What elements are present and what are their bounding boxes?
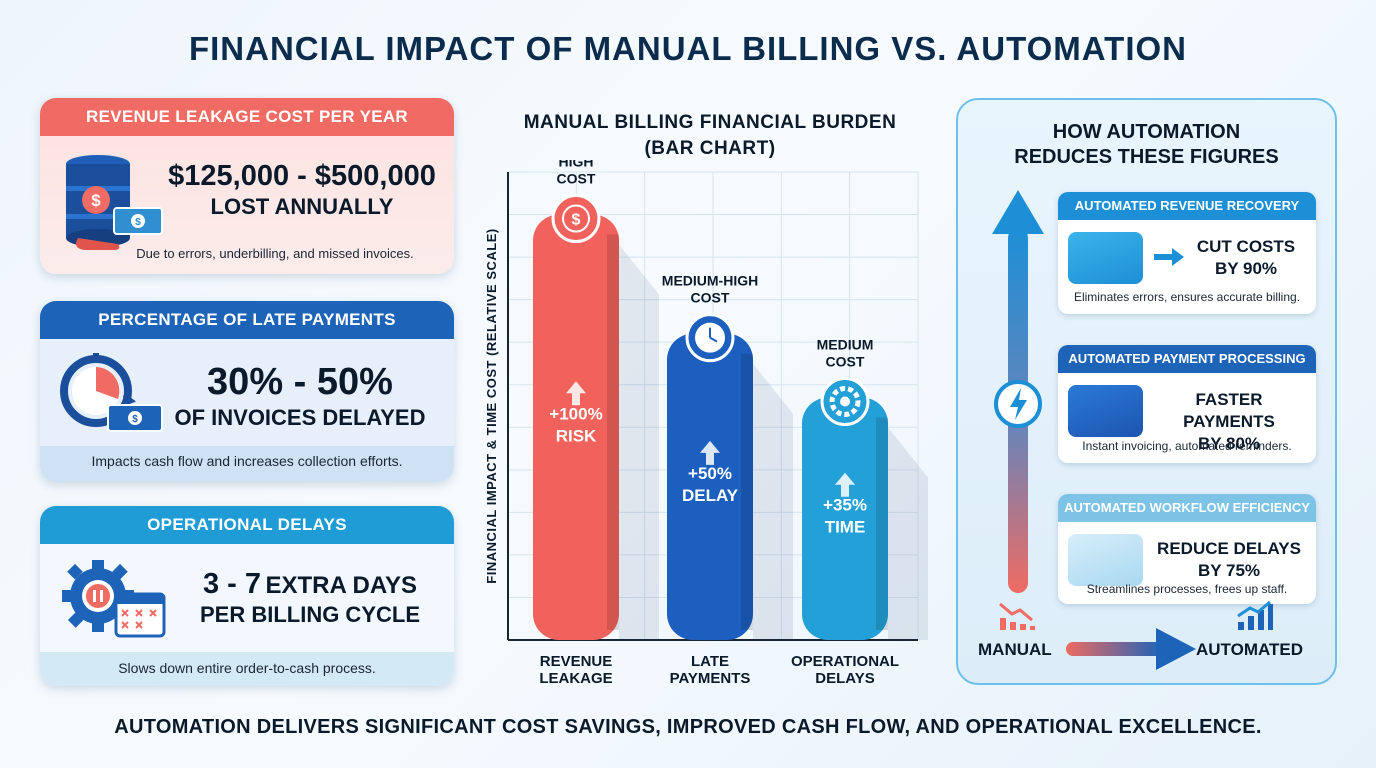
dollar-icon-ring <box>562 204 590 233</box>
result-line-1: REDUCE DELAYS <box>1157 539 1301 558</box>
chart-subtitle: (BAR CHART) <box>644 138 776 159</box>
automation-card-note: Instant invoicing, automated reminders. <box>1082 439 1292 453</box>
bar-value-label: TIME <box>825 518 866 537</box>
automation-card-payments: AUTOMATED PAYMENT PROCESSING FASTER PAYM… <box>1058 345 1316 463</box>
svg-text:$: $ <box>135 217 141 228</box>
automation-card-workflow: AUTOMATED WORKFLOW EFFICIENCY REDUCE DEL… <box>1058 494 1316 604</box>
bar-level-label: COST <box>826 353 865 369</box>
up-arrow-icon <box>566 381 586 406</box>
y-axis-label: FINANCIAL IMPACT & TIME COST (RELATIVE S… <box>484 228 499 583</box>
category-label: LEAKAGE <box>539 670 612 687</box>
category-label: PAYMENTS <box>670 670 751 687</box>
automation-card-result: REDUCE DELAYS BY 75% <box>1154 538 1304 582</box>
bar-3 <box>802 397 888 640</box>
result-line-2: BY 90% <box>1214 259 1278 278</box>
category-label: LATE <box>691 653 729 670</box>
late-payments-card: PERCENTAGE OF LATE PAYMENTS $ 30% - 50% … <box>40 301 454 482</box>
card-header: OPERATIONAL DELAYS <box>40 506 454 544</box>
chart-title-block: MANUAL BILLING FINANCIAL BURDEN (BAR CHA… <box>480 110 940 162</box>
footer-statement: AUTOMATION DELIVERS SIGNIFICANT COST SAV… <box>114 716 1262 738</box>
timer-cash-icon: $ <box>60 353 163 432</box>
svg-text:$: $ <box>132 414 138 425</box>
automated-label: AUTOMATED <box>1196 640 1304 659</box>
leakage-note: Due to errors, underbilling, and missed … <box>136 246 414 261</box>
delay-value-row: 3 - 7 EXTRA DAYS <box>165 568 454 601</box>
bar-level-label: MEDIUM-HIGH <box>662 273 758 289</box>
category-label: DELAYS <box>815 670 874 687</box>
automation-card-result: CUT COSTS BY 90% <box>1184 236 1308 280</box>
result-line-2: BY 75% <box>1197 561 1261 580</box>
bar-shadow <box>888 427 928 640</box>
arrow-right-icon <box>1154 248 1184 266</box>
gear-calendar-icon <box>62 560 166 638</box>
automation-card-result: FASTER PAYMENTS BY 80% <box>1154 389 1304 455</box>
late-payments-value: 30% - 50% <box>207 361 393 403</box>
bar-chart: FINANCIAL IMPACT & TIME COST (RELATIVE S… <box>484 160 928 687</box>
gear-icon-teeth <box>829 385 861 417</box>
bar-value-label: +50% <box>688 464 732 483</box>
arrow-right-icon <box>1066 628 1196 670</box>
clock-icon-hand <box>709 336 718 343</box>
bar-value-label: RISK <box>556 426 597 445</box>
automation-card-header: AUTOMATED REVENUE RECOVERY <box>1058 192 1316 220</box>
result-line-1: CUT COSTS <box>1196 237 1296 256</box>
automation-card-note: Eliminates errors, ensures accurate bill… <box>1073 290 1301 304</box>
bar-level-label: COST <box>691 290 730 306</box>
revenue-leakage-card: REVENUE LEAKAGE COST PER YEAR $ $ $125,0… <box>40 98 454 274</box>
bar-2 <box>667 333 753 640</box>
bar-value-label: DELAY <box>682 486 739 505</box>
money-barrel-icon: $ $ <box>66 155 163 250</box>
result-line-2: BY 80% <box>1197 434 1261 453</box>
leakage-sub: LOST ANNUALLY <box>210 194 394 219</box>
bar-edge <box>741 353 753 630</box>
result-line-1: FASTER PAYMENTS <box>1183 390 1275 431</box>
gear-icon-hub <box>840 396 850 407</box>
bar-1 <box>533 214 619 640</box>
page-title: FINANCIAL IMPACT OF MANUAL BILLING VS. A… <box>188 30 1187 67</box>
leakage-value: $125,000 - $500,000 <box>168 160 436 192</box>
bar-edge <box>607 234 619 630</box>
delay-note: Slows down entire order-to-cash process. <box>118 660 376 676</box>
category-label: REVENUE <box>540 653 613 670</box>
card-header: PERCENTAGE OF LATE PAYMENTS <box>40 301 454 339</box>
manual-label: MANUAL <box>978 640 1052 659</box>
bar-level-label: MEDIUM <box>817 336 874 352</box>
declining-chart-icon <box>999 602 1035 630</box>
dollar-icon <box>551 194 601 244</box>
bar-shadow <box>753 363 793 640</box>
bar-level-label: HIGH <box>559 160 594 170</box>
panel-title-line-2: REDUCES THESE FIGURES <box>1014 146 1279 168</box>
automation-card-header: AUTOMATED WORKFLOW EFFICIENCY <box>1058 494 1316 522</box>
bar-value-label: +35% <box>823 496 867 515</box>
card-header: REVENUE LEAKAGE COST PER YEAR <box>40 98 454 136</box>
cube-icon <box>1068 385 1143 437</box>
automation-card-header: AUTOMATED PAYMENT PROCESSING <box>1058 345 1316 373</box>
delay-value-number: 3 - 7 <box>202 568 261 600</box>
panel-title: HOW AUTOMATION REDUCES THESE FIGURES <box>958 120 1335 170</box>
dollar-icon-glyph: $ <box>572 212 581 229</box>
bar-edge <box>876 417 888 630</box>
category-label: OPERATIONAL <box>791 653 899 670</box>
late-payments-note: Impacts cash flow and increases collecti… <box>91 453 403 469</box>
growth-chart-icon <box>1237 600 1273 630</box>
automation-card-note: Streamlines processes, frees up staff. <box>1086 582 1288 596</box>
automation-card-revenue: AUTOMATED REVENUE RECOVERY CUT COSTS BY … <box>1058 192 1316 314</box>
automation-panel: HOW AUTOMATION REDUCES THESE FIGURES AUT… <box>956 98 1337 685</box>
bar-shadow <box>619 244 659 640</box>
progress-arrow-icon <box>992 190 1044 593</box>
delay-value-text: EXTRA DAYS <box>265 572 418 599</box>
cube-icon <box>1068 232 1143 284</box>
up-arrow-icon <box>835 472 855 497</box>
bar-level-label: COST <box>557 171 596 187</box>
chart-title: MANUAL BILLING FINANCIAL BURDEN <box>523 112 897 133</box>
late-payments-sub: OF INVOICES DELAYED <box>174 405 426 430</box>
up-arrow-icon <box>700 440 720 465</box>
panel-title-line-1: HOW AUTOMATION <box>1052 121 1241 143</box>
svg-text:$: $ <box>91 191 101 210</box>
bar-value-label: +100% <box>549 404 602 423</box>
delay-sub: PER BILLING CYCLE <box>199 602 420 627</box>
cube-icon <box>1068 534 1143 586</box>
operational-delays-card: OPERATIONAL DELAYS <box>40 506 454 686</box>
